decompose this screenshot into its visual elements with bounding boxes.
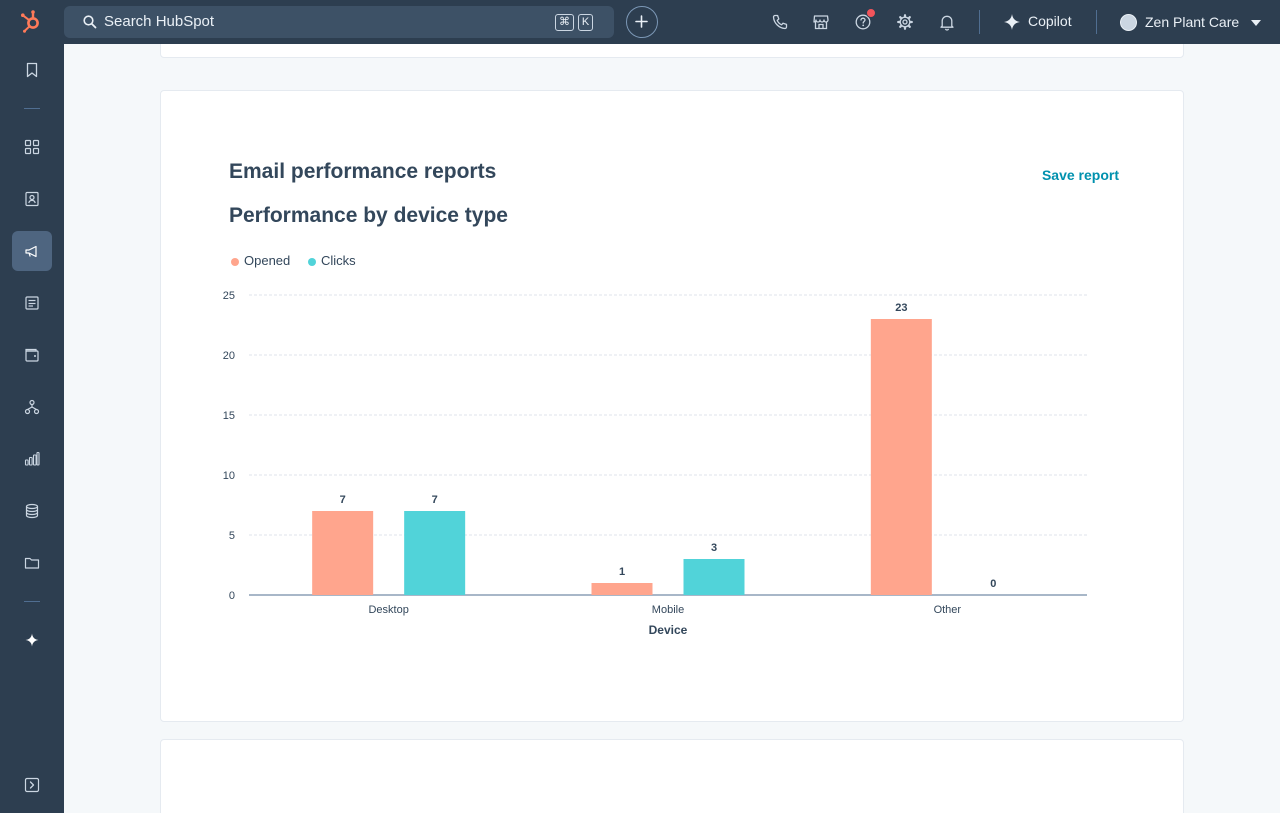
- expand-sidebar-icon: [24, 777, 40, 793]
- marketplace-icon[interactable]: [811, 12, 831, 32]
- next-report-title-clipped: [229, 806, 379, 813]
- sidebar-data-management[interactable]: [12, 491, 52, 531]
- database-icon: [25, 503, 39, 519]
- shortcut-key-k: K: [578, 14, 593, 31]
- y-tick-label: 0: [229, 590, 235, 602]
- previous-report-card: [160, 44, 1184, 58]
- data-label: 3: [711, 542, 717, 554]
- caret-down-icon: [1251, 20, 1261, 26]
- account-name: Zen Plant Care: [1145, 14, 1240, 30]
- notifications-bell-icon[interactable]: [937, 12, 957, 32]
- copilot-sparkle-icon: [1004, 14, 1020, 30]
- content-icon: [25, 296, 39, 310]
- sidebar-bookmarks[interactable]: [12, 50, 52, 90]
- folder-icon: [24, 557, 40, 569]
- bar-opened-mobile: [591, 583, 653, 595]
- top-navigation-bar: Search HubSpot ⌘ K: [0, 0, 1280, 44]
- sidebar-content[interactable]: [12, 283, 52, 323]
- x-tick-label: Other: [934, 604, 962, 616]
- sidebar-divider: [24, 601, 40, 602]
- y-tick-label: 10: [223, 470, 235, 482]
- sidebar-breeze-ai[interactable]: [12, 620, 52, 660]
- create-new-button[interactable]: [626, 6, 658, 38]
- wallet-icon: [25, 348, 39, 362]
- sidebar-dashboards[interactable]: [12, 127, 52, 167]
- email-performance-report-card: Email performance reports Save report Pe…: [160, 90, 1184, 722]
- legend-swatch-opened: [231, 258, 239, 266]
- device-performance-bar-chart: 0 5 10 15 20 25 Desktop 7 7 Mobile 1 3 Other 23 0 Devic…: [223, 290, 1087, 637]
- y-tick-label: 5: [229, 530, 235, 542]
- plus-icon: [635, 15, 648, 28]
- sidebar-reporting[interactable]: [12, 439, 52, 479]
- sidebar-library[interactable]: [12, 543, 52, 583]
- sidebar-expand-button[interactable]: [12, 765, 52, 805]
- notification-badge: [866, 8, 876, 18]
- chart-title: Performance by device type: [229, 204, 508, 227]
- bar-clicks-mobile: [683, 559, 745, 595]
- left-sidebar: [0, 44, 64, 813]
- bar-opened-other: [870, 319, 932, 595]
- topbar-divider: [1096, 10, 1097, 34]
- phone-icon[interactable]: [770, 12, 790, 32]
- legend-label-clicks: Clicks: [321, 253, 356, 268]
- data-label: 1: [619, 566, 625, 578]
- y-tick-label: 15: [223, 410, 235, 422]
- contacts-icon: [25, 191, 39, 207]
- data-label: 7: [340, 494, 346, 506]
- settings-gear-icon[interactable]: [895, 12, 915, 32]
- bar-chart-icon: [24, 451, 40, 466]
- workflow-icon: [24, 399, 40, 415]
- bookmark-icon: [26, 62, 38, 78]
- bar-clicks-desktop: [404, 511, 466, 595]
- data-label: 7: [432, 494, 438, 506]
- x-axis-title: Device: [649, 623, 688, 637]
- sidebar-marketing[interactable]: [12, 231, 52, 271]
- main-content: Email performance reports Save report Pe…: [64, 44, 1280, 813]
- sidebar-automation[interactable]: [12, 387, 52, 427]
- legend-label-opened: Opened: [244, 253, 291, 268]
- legend-swatch-clicks: [308, 258, 316, 266]
- help-icon[interactable]: [853, 12, 873, 32]
- copilot-label: Copilot: [1028, 13, 1072, 29]
- report-section-title: Email performance reports: [229, 160, 497, 183]
- y-tick-label: 20: [223, 350, 235, 362]
- search-input[interactable]: Search HubSpot ⌘ K: [64, 6, 614, 38]
- sparkle-icon: [25, 633, 39, 647]
- sidebar-contacts[interactable]: [12, 179, 52, 219]
- search-icon: [83, 15, 97, 29]
- data-label: 0: [990, 578, 996, 590]
- megaphone-icon: [25, 245, 37, 258]
- y-tick-label: 25: [223, 290, 235, 302]
- next-report-card: [160, 739, 1184, 813]
- sidebar-commerce[interactable]: [12, 335, 52, 375]
- data-label: 23: [895, 302, 907, 314]
- shortcut-key-command: ⌘: [555, 14, 574, 31]
- account-avatar: [1120, 14, 1137, 31]
- hubspot-logo-icon[interactable]: [18, 8, 46, 36]
- x-tick-label: Mobile: [652, 604, 684, 616]
- sidebar-divider: [24, 108, 40, 109]
- bar-opened-desktop: [312, 511, 374, 595]
- topbar-divider: [979, 10, 980, 34]
- save-report-button[interactable]: Save report: [1041, 167, 1119, 183]
- search-placeholder: Search HubSpot: [104, 13, 215, 30]
- grid-icon: [24, 139, 40, 155]
- x-tick-label: Desktop: [368, 604, 408, 616]
